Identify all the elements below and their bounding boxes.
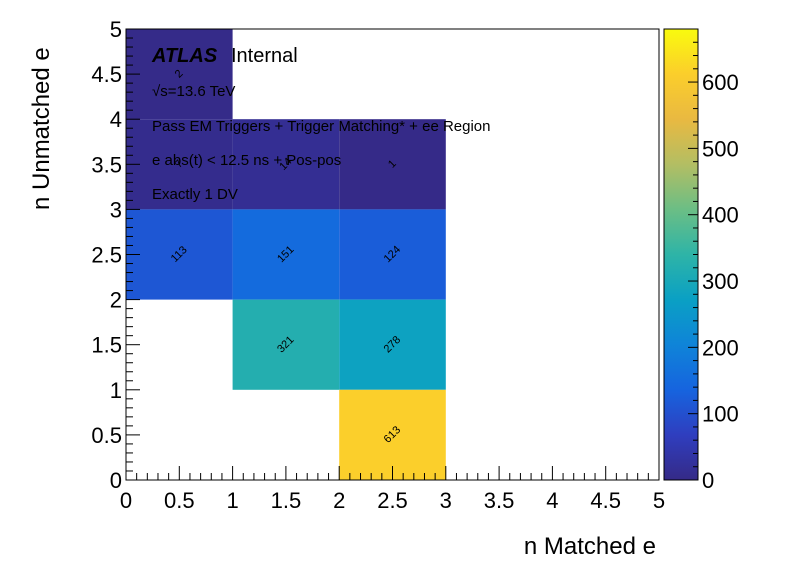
z-tick-label: 400 (702, 203, 739, 228)
y-tick-label: 3 (110, 197, 122, 222)
y-tick-label: 5 (110, 17, 122, 42)
z-tick-label: 200 (702, 335, 739, 360)
x-tick-label: 0.5 (164, 488, 195, 513)
heatmap-cells (126, 29, 446, 480)
x-tick-label: 5 (653, 488, 665, 513)
selection-label-1: Pass EM Triggers + Trigger Matching* + e… (152, 118, 491, 135)
x-tick-label: 4.5 (590, 488, 621, 513)
y-tick-label: 4.5 (91, 62, 122, 87)
heatmap-cell (126, 209, 233, 300)
energy-label: √s=13.6 TeV (152, 83, 235, 100)
z-tick-label: 300 (702, 269, 739, 294)
x-tick-label: 2 (333, 488, 345, 513)
z-tick-label: 500 (702, 136, 739, 161)
x-tick-label: 1 (226, 488, 238, 513)
selection-label-3: Exactly 1 DV (152, 186, 238, 203)
y-tick-label: 0.5 (91, 423, 122, 448)
y-tick-label: 1 (110, 378, 122, 403)
z-tick-label: 0 (702, 468, 714, 493)
color-bar-axis: 0 100 200 300 400 500 600 (688, 28, 739, 493)
heatmap-cell (232, 299, 340, 390)
heatmap-cell (126, 119, 233, 210)
selection-label-2: e abs(t) < 12.5 ns + Pos-pos (152, 152, 341, 169)
color-bar (663, 28, 699, 481)
x-tick-label: 0 (120, 488, 132, 513)
y-axis-title: n Unmatched e (28, 47, 55, 210)
z-tick-label: 600 (702, 70, 739, 95)
heatmap-cell (232, 119, 340, 210)
y-tick-label: 0 (110, 468, 122, 493)
z-tick-label: 100 (702, 402, 739, 427)
y-tick-label: 3.5 (91, 152, 122, 177)
x-tick-label: 4 (546, 488, 558, 513)
heatmap-cell (232, 209, 340, 300)
x-tick-label: 3.5 (484, 488, 515, 513)
heatmap-cell (339, 209, 446, 300)
plot-annotations: ATLAS Internal √s=13.6 TeV Pass EM Trigg… (151, 45, 491, 203)
atlas-label: ATLAS (151, 45, 218, 67)
x-tick-label: 2.5 (377, 488, 408, 513)
x-tick-label: 3 (440, 488, 452, 513)
y-tick-label: 4 (110, 107, 122, 132)
heatmap-cell (339, 389, 446, 480)
x-tick-label: 1.5 (271, 488, 302, 513)
y-tick-label: 2 (110, 288, 122, 313)
x-axis-title: n Matched e (524, 533, 656, 560)
heatmap-cell (339, 299, 446, 390)
y-tick-label: 2.5 (91, 243, 122, 268)
atlas-status-label: Internal (231, 45, 298, 67)
y-axis: 0 0.5 1 1.5 2 2.5 3 3.5 4 4.5 5 (91, 17, 140, 493)
x-axis: 0 0.5 1 1.5 2 2.5 3 3.5 4 4.5 5 (120, 466, 665, 513)
heatmap-cell (126, 29, 233, 120)
heatmap-cell (339, 119, 446, 210)
y-tick-label: 1.5 (91, 333, 122, 358)
